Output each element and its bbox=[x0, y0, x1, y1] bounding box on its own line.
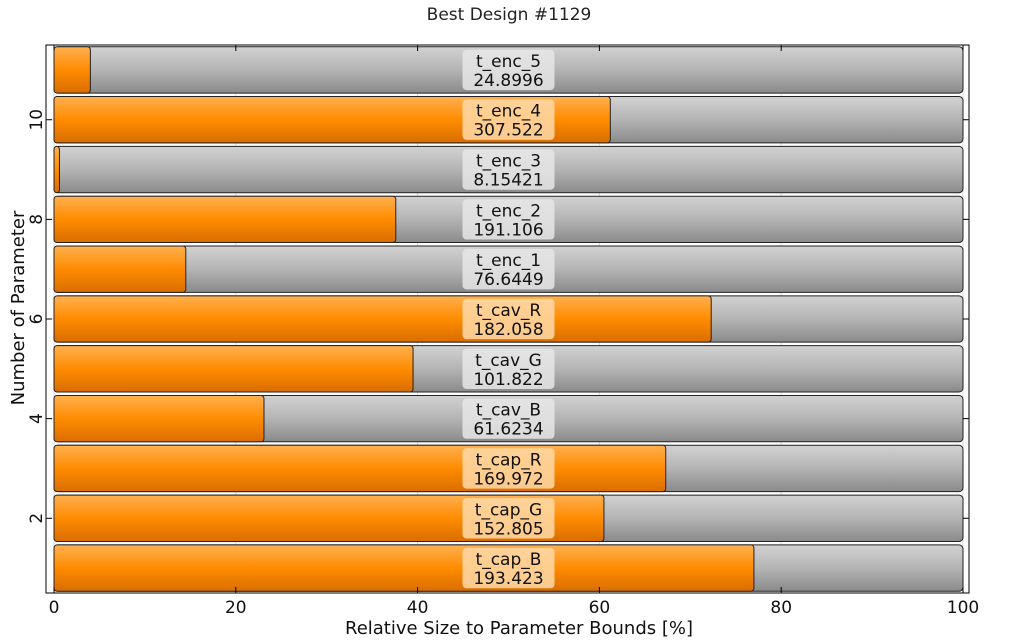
bar-label-box bbox=[462, 398, 555, 439]
bar-group: t_enc_176.6449 bbox=[53, 245, 964, 293]
x-tick-label: 60 bbox=[589, 598, 611, 618]
bar-fill bbox=[53, 345, 414, 393]
y-tick-label: 6 bbox=[27, 314, 47, 325]
bar-value-label: 61.6234 bbox=[473, 420, 543, 440]
y-axis-ticks: 2 4 6 8 10 bbox=[27, 109, 969, 524]
bar-label-box bbox=[462, 547, 555, 589]
x-tick-label: 0 bbox=[49, 598, 60, 618]
bar-name-label: t_enc_3 bbox=[476, 152, 541, 172]
bar-label-box bbox=[462, 448, 555, 489]
bar-label-box bbox=[462, 99, 555, 140]
bar-label-box bbox=[462, 149, 555, 190]
bar-label-box bbox=[462, 249, 555, 290]
x-tick-label: 20 bbox=[225, 598, 247, 618]
bar-label-box bbox=[462, 348, 555, 389]
bar-name-label: t_enc_4 bbox=[476, 102, 541, 122]
bar-value-label: 76.6449 bbox=[473, 270, 543, 290]
bar-value-label: 152.805 bbox=[473, 519, 543, 539]
bar-label-box bbox=[462, 298, 555, 340]
x-tick-label: 40 bbox=[407, 598, 429, 618]
x-axis-ticks: 0 20 40 60 80 100 bbox=[49, 45, 979, 618]
bar-value-label: 191.106 bbox=[473, 220, 543, 240]
bar-value-label: 8.15421 bbox=[473, 171, 543, 191]
bar-fill bbox=[53, 46, 91, 94]
bar-fill bbox=[53, 544, 755, 592]
bar-name-label: t_cav_G bbox=[475, 351, 542, 371]
y-tick-label: 4 bbox=[27, 413, 47, 424]
bar-value-label: 101.822 bbox=[473, 370, 543, 390]
bar-name-label: t_cav_R bbox=[476, 301, 541, 321]
bar-fill bbox=[53, 195, 397, 244]
bar-label-box bbox=[462, 49, 555, 91]
bar-label-box bbox=[462, 199, 555, 240]
bar-value-label: 24.8996 bbox=[473, 71, 543, 91]
x-tick-label: 100 bbox=[947, 598, 979, 618]
bar-value-label: 182.058 bbox=[473, 320, 543, 340]
bar-fill bbox=[53, 444, 667, 493]
y-axis-label: Number of Parameter bbox=[8, 210, 29, 405]
x-axis-label: Relative Size to Parameter Bounds [%] bbox=[345, 618, 693, 639]
bar-value-label: 193.423 bbox=[473, 569, 543, 589]
bar-name-label: t_cap_R bbox=[475, 450, 541, 470]
bar-group: t_enc_38.15421 bbox=[53, 145, 964, 194]
bar-group: t_cav_B61.6234 bbox=[53, 394, 964, 443]
bar-label-box bbox=[462, 498, 555, 539]
bar-value-label: 307.522 bbox=[473, 121, 543, 141]
bar-name-label: t_cav_B bbox=[476, 401, 541, 421]
bar-fill bbox=[53, 394, 265, 443]
bars: t_cap_B193.423t_cap_G152.805t_cap_R169.9… bbox=[53, 46, 964, 592]
bar-fill bbox=[53, 295, 712, 343]
y-tick-label: 8 bbox=[27, 214, 47, 225]
bar-fill bbox=[53, 245, 187, 293]
bar-name-label: t_enc_1 bbox=[476, 251, 541, 271]
bar-group: t_enc_524.8996 bbox=[53, 46, 964, 94]
bar-value-label: 169.972 bbox=[473, 469, 543, 489]
bar-name-label: t_cap_B bbox=[476, 550, 542, 570]
bar-name-label: t_cap_G bbox=[475, 500, 542, 520]
chart-title: Best Design #1129 bbox=[427, 5, 592, 25]
y-tick-label: 10 bbox=[27, 109, 47, 131]
y-tick-label: 2 bbox=[27, 513, 47, 524]
bar-fill bbox=[53, 145, 60, 194]
x-tick-label: 80 bbox=[770, 598, 792, 618]
bar-name-label: t_enc_5 bbox=[476, 52, 541, 72]
bar-name-label: t_enc_2 bbox=[476, 201, 541, 221]
